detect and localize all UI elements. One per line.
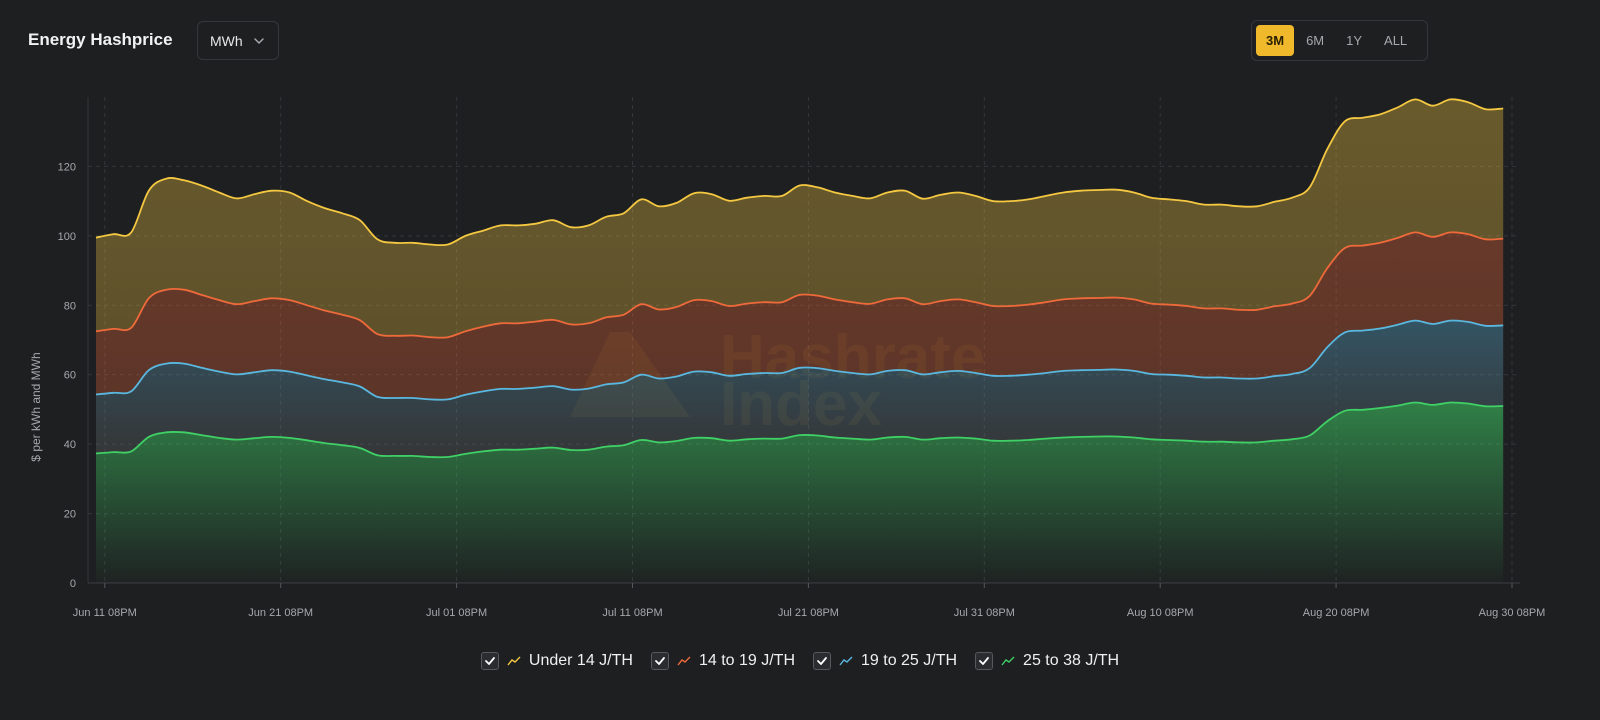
legend-label: 25 to 38 J/TH xyxy=(1023,652,1120,669)
line-series-icon xyxy=(839,656,853,666)
chart-lines xyxy=(95,98,1504,459)
legend-item-under-14[interactable]: Under 14 J/TH xyxy=(480,652,633,670)
checkbox-under-14[interactable] xyxy=(480,652,499,670)
line-series-under-14 xyxy=(95,98,1504,247)
checkbox-14-to-19[interactable] xyxy=(650,652,669,670)
legend-label: Under 14 J/TH xyxy=(528,652,633,669)
y-tick-label: 20 xyxy=(64,509,76,521)
y-tick-label: 120 xyxy=(58,161,76,173)
x-tick-label: Jul 01 08PM xyxy=(426,607,487,619)
check-icon xyxy=(979,657,989,665)
y-tick-label: 100 xyxy=(58,231,76,243)
x-tick-label: Jul 31 08PM xyxy=(954,607,1015,619)
x-tick-label: Aug 10 08PM xyxy=(1127,607,1194,619)
line-series-25-to-38 xyxy=(95,401,1504,459)
y-tick-label: 0 xyxy=(70,578,76,590)
x-tick-label: Jul 11 08PM xyxy=(602,607,662,619)
x-tick-label: Aug 20 08PM xyxy=(1303,607,1370,619)
checkbox-25-to-38[interactable] xyxy=(975,652,994,670)
area-14-to-19 xyxy=(96,232,1504,400)
range-button-3m[interactable]: 3M xyxy=(1256,25,1295,56)
page-title: Energy Hashprice xyxy=(28,30,173,49)
legend-label: 14 to 19 J/TH xyxy=(698,652,795,669)
x-tick-label: Jul 21 08PM xyxy=(778,607,839,619)
y-tick-label: 80 xyxy=(64,300,76,312)
y-axis-ticks: 0 20 40 60 80 100 120 xyxy=(58,161,76,590)
line-series-icon xyxy=(677,656,691,666)
legend-item-19-to-25[interactable]: 19 to 25 J/TH xyxy=(813,652,957,670)
check-icon xyxy=(655,657,665,665)
line-series-14-to-19 xyxy=(95,231,1504,339)
x-tick-label: Jun 21 08PM xyxy=(248,607,313,619)
area-under-14 xyxy=(96,99,1504,338)
chart-areas xyxy=(96,99,1504,583)
line-series-icon xyxy=(1001,656,1015,666)
time-range-selector: 3M 6M 1Y ALL xyxy=(1251,20,1428,61)
check-icon xyxy=(485,657,495,665)
area-19-to-25 xyxy=(96,320,1504,458)
unit-select-value: MWh xyxy=(210,32,243,49)
x-tick-label: Jun 11 08PM xyxy=(73,607,137,619)
area-25-to-38 xyxy=(96,402,1504,583)
x-tick-label: Aug 30 08PM xyxy=(1479,607,1546,619)
legend-label: 19 to 25 J/TH xyxy=(861,652,958,669)
y-axis-label: $ per kWh and MWh xyxy=(29,352,43,461)
range-button-6m[interactable]: 6M xyxy=(1306,33,1325,48)
checkbox-19-to-25[interactable] xyxy=(813,652,831,670)
y-tick-label: 40 xyxy=(64,439,76,451)
line-series-19-to-25 xyxy=(95,319,1504,401)
line-series-icon xyxy=(507,656,521,666)
unit-select[interactable]: MWh xyxy=(197,21,279,60)
range-button-all[interactable]: ALL xyxy=(1384,33,1408,48)
chevron-down-icon xyxy=(253,37,264,44)
y-tick-label: 60 xyxy=(64,370,76,382)
chart-legend: Under 14 J/TH 14 to 19 J/TH 19 to 25 J/T… xyxy=(0,652,1600,670)
legend-item-25-to-38[interactable]: 25 to 38 J/TH xyxy=(975,652,1119,670)
range-button-1y[interactable]: 1Y xyxy=(1346,33,1363,48)
x-axis-ticks: Jun 11 08PM Jun 21 08PM Jul 01 08PM Jul 11 … xyxy=(73,607,1546,619)
legend-item-14-to-19[interactable]: 14 to 19 J/TH xyxy=(650,652,795,670)
check-icon xyxy=(817,657,827,665)
